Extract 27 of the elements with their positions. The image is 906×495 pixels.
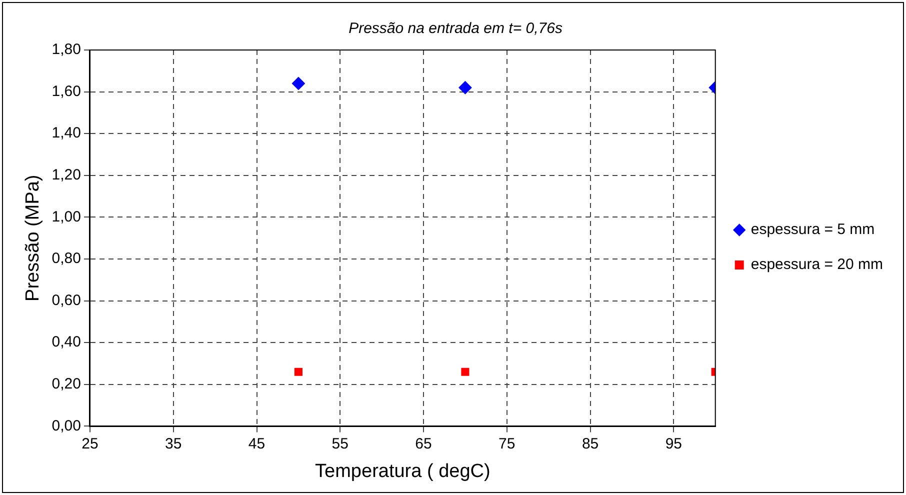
chart-title: Pressão na entrada em t= 0,76s [348,20,563,38]
point [292,76,305,90]
y-tick-label: 0,80 [52,250,81,268]
x-tick-label: 75 [498,435,516,452]
x-tick-label: 25 [82,435,98,452]
y-tick-label: 0,00 [52,417,81,434]
y-tick-label: 0,60 [52,292,81,309]
legend-label: espessura = 5 mm [750,221,875,238]
x-tick-label: 95 [665,435,682,452]
x-tick-label: 45 [248,435,266,452]
point [461,368,470,376]
y-tick-label: 1,60 [52,82,81,100]
x-tick-label: 85 [582,435,599,452]
point [458,81,472,94]
x-tick-label: 35 [165,435,182,452]
y-tick-label: 0,20 [52,376,81,393]
y-tick-label: 0,40 [52,334,81,351]
y-tick-label: 1,80 [52,41,81,58]
x-tick-label: 55 [332,435,348,452]
x-axis-title: Temperatura ( degC) [315,460,490,482]
y-axis-title: Pressão (MPa) [22,174,44,302]
y-tick-label: 1,40 [52,124,81,142]
point [294,368,302,376]
y-tick-label: 1,20 [52,166,81,184]
y-tick-label: 1,00 [52,208,81,226]
x-tick-label: 65 [415,435,432,452]
legend-label: espessura = 20 mm [750,256,884,274]
